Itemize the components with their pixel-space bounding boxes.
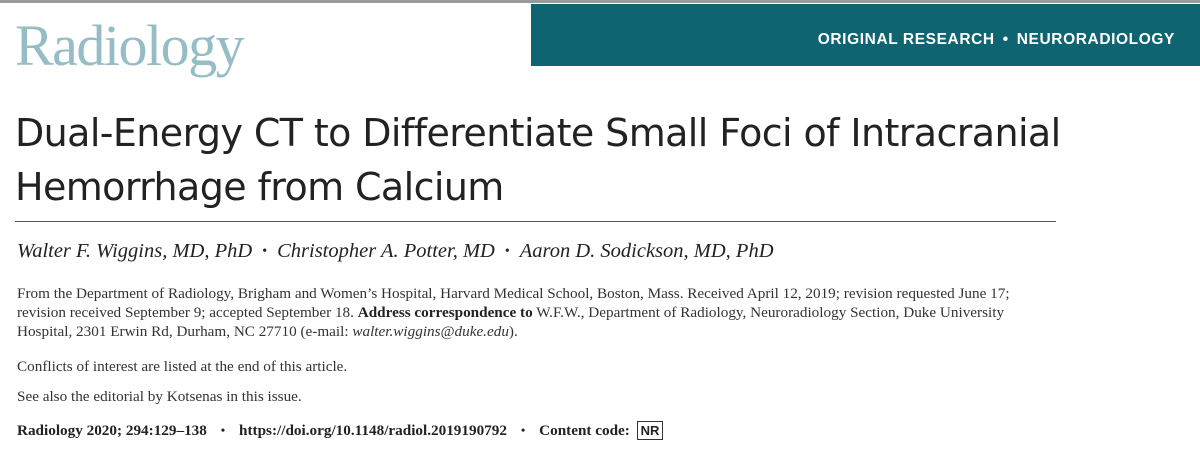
subsection-name: NEURORADIOLOGY [1016,31,1175,48]
citation-separator: • [520,423,526,437]
author-list: Walter F. Wiggins, MD, PhD • Christopher A… [17,240,774,263]
correspondence-address: W.F.W., Department of Radiology, Neurora… [17,304,1005,340]
section-name: ORIGINAL RESEARCH [817,31,995,48]
section-separator: • [1002,31,1009,48]
conflicts-note: Conflicts of interest are listed at the … [17,358,348,375]
affiliation-text: From the Department of Radiology, Brigha… [17,285,1010,321]
section-banner: ORIGINAL RESEARCH • NEURORADIOLOGY [531,4,1200,66]
author-1: Walter F. Wiggins, MD, PhD [17,240,253,262]
citation-separator: • [220,423,226,437]
editorial-note: See also the editorial by Kotsenas in th… [17,388,302,405]
author-3: Aaron D. Sodickson, MD, PhD [519,240,774,262]
section-label: ORIGINAL RESEARCH • NEURORADIOLOGY [818,31,1175,49]
citation-line: Radiology 2020; 294:129–138 • https://doi.… [17,421,664,440]
doi-link[interactable]: https://doi.org/10.1148/radiol.201919079… [239,422,507,439]
content-code-badge: NR [636,421,664,440]
affiliation-block: From the Department of Radiology, Brigha… [17,284,1057,341]
affiliation-close: ). [508,323,518,340]
journal-reference: Radiology 2020; 294:129–138 [17,422,207,439]
author-separator: • [262,244,268,259]
journal-logo: Radiology [15,13,245,78]
author-2: Christopher A. Potter, MD [277,240,495,262]
content-code-label: Content code: [539,422,630,439]
email-link[interactable]: walter.wiggins@duke.edu [352,323,509,340]
article-title: Dual-Energy CT to Differentiate Small Fo… [15,106,1115,214]
title-divider [15,221,1056,222]
top-rule [0,0,1200,3]
correspondence-label: Address correspondence to [357,304,533,321]
title-line-2: Hemorrhage from Calcium [15,165,504,209]
author-separator: • [504,244,510,259]
title-line-1: Dual-Energy CT to Differentiate Small Fo… [15,111,1061,155]
